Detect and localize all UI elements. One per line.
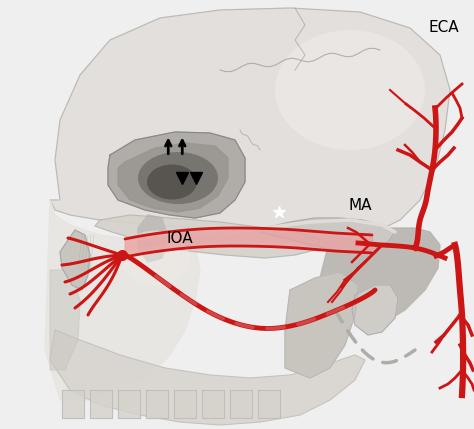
Polygon shape <box>202 390 224 418</box>
Polygon shape <box>174 390 196 418</box>
Polygon shape <box>95 215 320 258</box>
Polygon shape <box>108 132 245 218</box>
Polygon shape <box>146 390 168 418</box>
Polygon shape <box>258 390 280 418</box>
Polygon shape <box>285 272 358 378</box>
Polygon shape <box>50 8 450 240</box>
Text: MA: MA <box>348 199 372 213</box>
Polygon shape <box>45 200 200 400</box>
Ellipse shape <box>275 30 425 150</box>
Polygon shape <box>230 390 252 418</box>
Ellipse shape <box>120 230 190 286</box>
Polygon shape <box>118 143 228 212</box>
Polygon shape <box>62 390 84 418</box>
Ellipse shape <box>147 164 197 199</box>
Polygon shape <box>260 218 395 252</box>
Text: ECA: ECA <box>429 21 460 35</box>
Polygon shape <box>320 228 440 325</box>
Polygon shape <box>118 390 140 418</box>
Polygon shape <box>90 390 112 418</box>
Polygon shape <box>60 230 90 290</box>
Polygon shape <box>352 285 398 335</box>
Ellipse shape <box>138 152 218 204</box>
Polygon shape <box>50 330 365 425</box>
Text: IOA: IOA <box>167 231 193 245</box>
Polygon shape <box>50 270 80 370</box>
Polygon shape <box>138 215 168 262</box>
